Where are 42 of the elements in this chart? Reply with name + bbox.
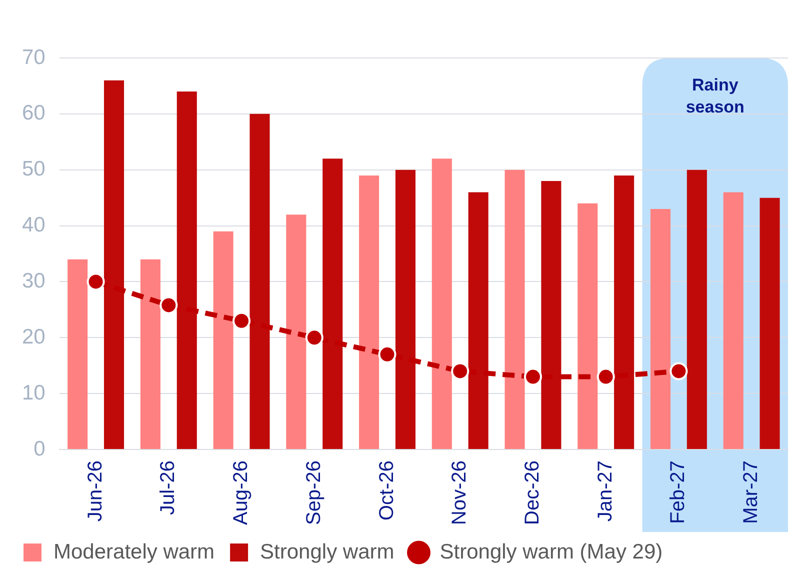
band-label: Rainy season xyxy=(686,76,744,117)
bar xyxy=(213,231,234,450)
x-tick-label: Feb-27 xyxy=(667,460,690,524)
point xyxy=(670,362,688,380)
x-tick-label: Jul-26 xyxy=(157,460,180,515)
y-tick-label: 70 xyxy=(22,46,46,69)
bar xyxy=(359,175,380,450)
point xyxy=(86,272,105,291)
y-tick-label: 20 xyxy=(22,325,46,348)
x-tick-label: Aug-26 xyxy=(230,460,252,526)
x-tick-label: Jan-27 xyxy=(594,460,616,522)
y-tick-label: 10 xyxy=(22,381,46,404)
y-tick-label: 0 xyxy=(34,437,46,460)
x-tick-label: Dec-26 xyxy=(521,460,544,525)
x-tick-label: Jun-26 xyxy=(84,460,106,522)
bar xyxy=(68,259,88,450)
y-tick-label: 60 xyxy=(22,102,46,125)
bar xyxy=(140,259,160,450)
point xyxy=(378,345,396,364)
bar xyxy=(504,170,525,450)
y-tick-label: 30 xyxy=(22,270,46,293)
bar xyxy=(723,192,744,450)
y-tick-label: 40 xyxy=(22,214,46,237)
bar xyxy=(432,158,452,450)
bar xyxy=(578,203,598,450)
bar xyxy=(760,198,780,450)
x-tick-label: Sep-26 xyxy=(302,460,325,526)
x-tick-label: Mar-27 xyxy=(740,460,762,524)
point xyxy=(451,362,470,380)
x-tick-label: Oct-26 xyxy=(376,460,398,521)
bar xyxy=(286,214,306,450)
legend-label: Strongly warm (May 29) xyxy=(440,540,663,564)
legend-label: Moderately warm xyxy=(54,540,215,564)
point xyxy=(524,368,542,386)
y-tick-label: 50 xyxy=(22,158,46,181)
x-tick-label: Nov-26 xyxy=(448,460,471,525)
bar xyxy=(650,209,671,450)
point xyxy=(232,312,251,330)
point xyxy=(305,328,324,347)
point xyxy=(160,296,178,314)
point xyxy=(596,368,615,386)
legend-label: Strongly warm xyxy=(260,540,394,564)
